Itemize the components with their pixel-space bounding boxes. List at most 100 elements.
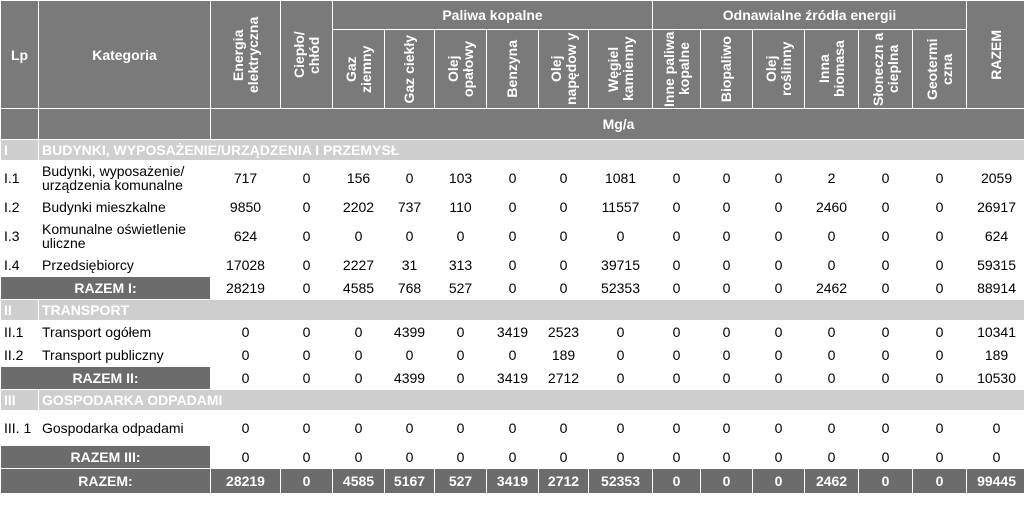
- value-cell: 0: [912, 195, 968, 219]
- section-total-row: RAZEM III: 0 0 0 0 0 0 0 0 0 0 0 0 0 0 0: [0, 445, 1024, 469]
- value-cell: 0: [804, 253, 860, 277]
- section-number: I: [0, 139, 39, 161]
- header-col: Energia elektryczna: [210, 0, 281, 109]
- section-total-label: RAZEM II:: [0, 366, 211, 390]
- value-cell: 2523: [538, 320, 589, 344]
- value-cell: 0: [652, 253, 702, 277]
- total-value-cell: 4399: [384, 366, 435, 390]
- value-cell: 0: [384, 218, 435, 254]
- grand-total-value: 3419: [486, 468, 539, 494]
- table-body: I BUDYNKI, WYPOSAŻENIE/URZĄDZENIA I PRZEM…: [0, 139, 1024, 494]
- value-cell: 0: [652, 410, 702, 446]
- value-cell: 0: [332, 343, 385, 367]
- row-category: Gospodarka odpadami: [38, 410, 211, 446]
- row-lp: II.2: [0, 343, 39, 367]
- value-cell: 0: [912, 160, 968, 196]
- row-category: Komunalne oświetlenie uliczne: [38, 218, 211, 254]
- header-col: Słoneczn a cieplna: [858, 29, 914, 109]
- value-cell: 0: [700, 253, 754, 277]
- value-cell: 0: [434, 218, 487, 254]
- total-value-cell: 10530: [966, 366, 1024, 390]
- value-cell: 0: [752, 343, 806, 367]
- table-row: I.1 Budynki, wyposażenie/ urządzenia komu…: [0, 160, 1024, 196]
- total-value-cell: 0: [700, 276, 754, 300]
- total-value-cell: 0: [434, 445, 487, 469]
- grand-total-value: 2462: [804, 468, 860, 494]
- value-cell: 0: [434, 320, 487, 344]
- unit-spacer: [38, 108, 211, 140]
- value-cell: 0: [486, 218, 539, 254]
- value-cell: 717: [210, 160, 281, 196]
- total-value-cell: 0: [912, 276, 968, 300]
- value-cell: 0: [752, 218, 806, 254]
- value-cell: 0: [804, 320, 860, 344]
- header-group-fossil: Paliwa kopalne: [331, 0, 654, 30]
- total-value-cell: 2712: [538, 366, 589, 390]
- value-cell: 0: [538, 253, 589, 277]
- row-category: Transport ogółem: [38, 320, 211, 344]
- value-cell: 0: [538, 160, 589, 196]
- value-cell: 156: [332, 160, 385, 196]
- total-value-cell: 0: [434, 366, 487, 390]
- total-value-cell: 0: [587, 366, 654, 390]
- value-cell: 0: [280, 253, 333, 277]
- value-cell: 0: [700, 343, 754, 367]
- grand-total-value: 527: [434, 468, 487, 494]
- total-value-cell: 52353: [587, 276, 654, 300]
- value-cell: 2227: [332, 253, 385, 277]
- header-col: Węgiel kamienny: [587, 29, 654, 109]
- value-cell: 0: [700, 160, 754, 196]
- total-value-cell: 0: [752, 276, 806, 300]
- total-value-cell: 0: [752, 445, 806, 469]
- total-value-cell: 0: [752, 366, 806, 390]
- value-cell: 0: [752, 195, 806, 219]
- value-cell: 2460: [804, 195, 860, 219]
- section-number: II: [0, 299, 39, 321]
- value-cell: 0: [858, 195, 914, 219]
- value-cell: 0: [858, 160, 914, 196]
- table-row: II.2 Transport publiczny 0 0 0 0 0 0 189 0 0 0 0 0 0 0 1…: [0, 343, 1024, 367]
- value-cell: 0: [210, 320, 281, 344]
- total-value-cell: 0: [210, 445, 281, 469]
- row-lp: I.2: [0, 195, 39, 219]
- value-cell: 0: [280, 343, 333, 367]
- value-cell: 0: [752, 160, 806, 196]
- header-col: Gaz ziemny: [332, 29, 385, 109]
- total-value-cell: 0: [210, 366, 281, 390]
- unit-spacer: [0, 108, 39, 140]
- section-total-row: RAZEM I: 28219 0 4585 768 527 0 0 52353 0 0 0 2462 0 0…: [0, 276, 1024, 300]
- value-cell: 0: [538, 218, 589, 254]
- value-cell: 9850: [210, 195, 281, 219]
- value-cell: 313: [434, 253, 487, 277]
- value-cell: 0: [966, 410, 1024, 446]
- value-cell: 0: [912, 320, 968, 344]
- table-row: II.1 Transport ogółem 0 0 0 4399 0 3419 2523 0 0 0 0…: [0, 320, 1024, 344]
- value-cell: 0: [210, 343, 281, 367]
- value-cell: 0: [280, 320, 333, 344]
- value-cell: 0: [652, 320, 702, 344]
- section-total-row: RAZEM II: 0 0 0 4399 0 3419 2712 0 0 0 0 0 0 0 10530: [0, 366, 1024, 390]
- total-value-cell: 0: [912, 445, 968, 469]
- total-value-cell: 0: [486, 276, 539, 300]
- value-cell: 110: [434, 195, 487, 219]
- total-value-cell: 0: [700, 366, 754, 390]
- total-value-cell: 0: [538, 445, 589, 469]
- table-row: III. 1 Gospodarka odpadami 0 0 0 0 0 0 0 0 0 0 0 0 0 0 0: [0, 410, 1024, 446]
- total-value-cell: 0: [280, 445, 333, 469]
- header-category: Kategoria: [38, 0, 211, 109]
- section-total-label: RAZEM III:: [0, 445, 211, 469]
- row-category: Budynki, wyposażenie/ urządzenia komunal…: [38, 160, 211, 196]
- value-cell: 0: [332, 218, 385, 254]
- value-cell: 0: [652, 195, 702, 219]
- row-lp: I.1: [0, 160, 39, 196]
- total-value-cell: 0: [966, 445, 1024, 469]
- table-row: I.3 Komunalne oświetlenie uliczne 624 0 0 0 0 0…: [0, 218, 1024, 254]
- value-cell: 0: [486, 253, 539, 277]
- value-cell: 0: [752, 410, 806, 446]
- grand-total-value: 0: [858, 468, 914, 494]
- section-header: II TRANSPORT: [0, 299, 1024, 321]
- value-cell: 17028: [210, 253, 281, 277]
- total-value-cell: 0: [652, 445, 702, 469]
- value-cell: 26917: [966, 195, 1024, 219]
- grand-total-value: 0: [280, 468, 333, 494]
